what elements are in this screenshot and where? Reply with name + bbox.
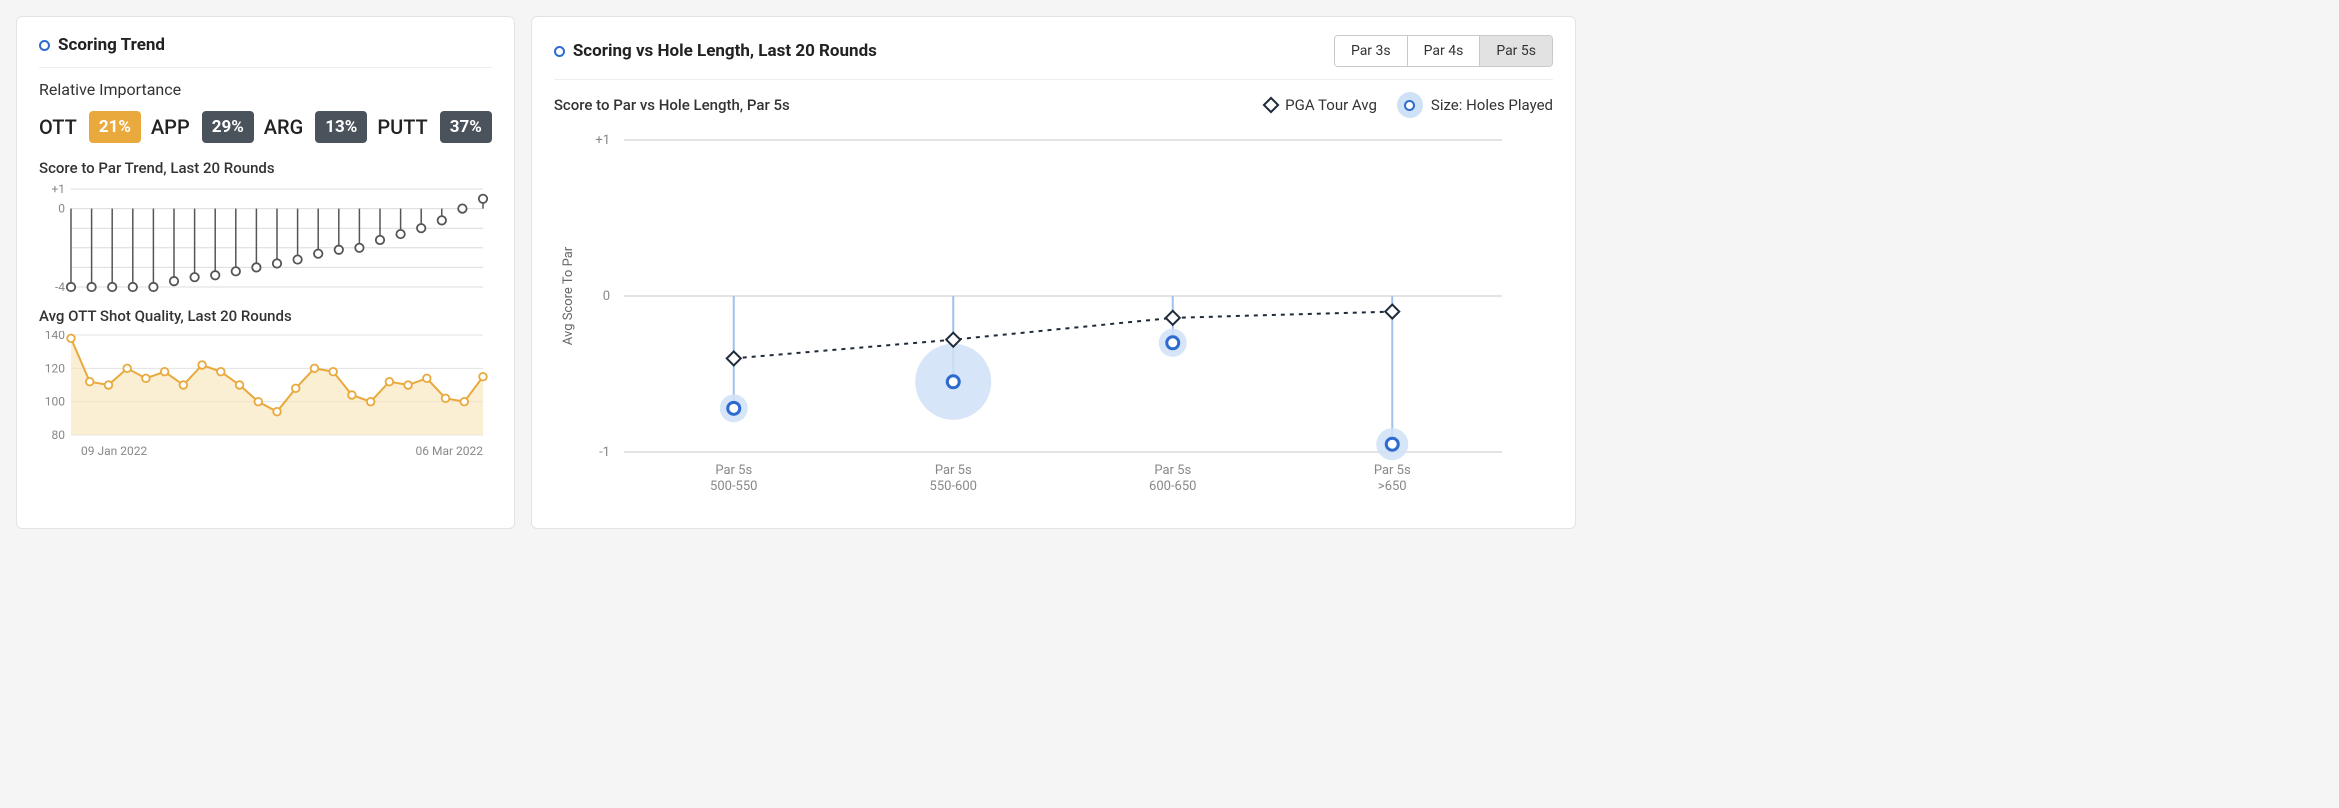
chart-subtitle: Score to Par vs Hole Length, Par 5s	[554, 96, 790, 114]
ott-trend-title: Avg OTT Shot Quality, Last 20 Rounds	[39, 307, 492, 325]
svg-text:140: 140	[45, 331, 65, 342]
svg-text:Par 5s: Par 5s	[1374, 463, 1411, 478]
svg-text:550-600: 550-600	[929, 479, 976, 494]
legend: PGA Tour Avg Size: Holes Played	[1265, 92, 1553, 118]
svg-text:06 Mar 2022: 06 Mar 2022	[416, 444, 484, 458]
title-text: Scoring Trend	[58, 35, 165, 55]
legend-pga-label: PGA Tour Avg	[1285, 96, 1377, 114]
svg-text:80: 80	[52, 428, 66, 442]
svg-text:09 Jan 2022: 09 Jan 2022	[81, 444, 147, 458]
svg-text:Avg Score To Par: Avg Score To Par	[561, 246, 576, 345]
tab-par-3s[interactable]: Par 3s	[1335, 36, 1407, 66]
tab-par-5s[interactable]: Par 5s	[1479, 36, 1552, 66]
importance-label: PUTT	[377, 115, 427, 139]
importance-label: ARG	[264, 115, 303, 139]
svg-text:0: 0	[58, 202, 65, 216]
legend-size-label: Size: Holes Played	[1431, 96, 1553, 114]
title-text: Scoring vs Hole Length, Last 20 Rounds	[573, 41, 877, 61]
bullet-icon	[39, 40, 50, 51]
svg-text:+1: +1	[595, 133, 610, 148]
tab-par-4s[interactable]: Par 4s	[1407, 36, 1480, 66]
diamond-icon	[1263, 97, 1280, 114]
svg-text:100: 100	[45, 395, 65, 409]
svg-text:120: 120	[45, 361, 65, 375]
right-subheader: Score to Par vs Hole Length, Par 5s PGA …	[554, 92, 1553, 118]
importance-badge: 21%	[89, 111, 141, 143]
importance-label: APP	[151, 115, 190, 139]
importance-badge: 13%	[315, 111, 367, 143]
svg-text:-1: -1	[599, 445, 610, 460]
legend-size: Size: Holes Played	[1397, 92, 1553, 118]
svg-text:Par 5s: Par 5s	[935, 463, 972, 478]
importance-label: OTT	[39, 115, 77, 139]
bullet-icon	[554, 46, 565, 57]
relative-importance-row: OTT 21% APP 29% ARG 13% PUTT 37%	[39, 111, 492, 143]
relative-importance-heading: Relative Importance	[39, 80, 492, 99]
par-tabs: Par 3sPar 4sPar 5s	[1334, 35, 1553, 67]
svg-text:500-550: 500-550	[710, 479, 757, 494]
importance-badge: 29%	[202, 111, 254, 143]
svg-text:Par 5s: Par 5s	[715, 463, 752, 478]
importance-badge: 37%	[440, 111, 492, 143]
score-trend-title: Score to Par Trend, Last 20 Rounds	[39, 159, 492, 177]
svg-text:-4: -4	[55, 280, 65, 293]
svg-text:Par 5s: Par 5s	[1154, 463, 1191, 478]
ott-trend-chart: 80 100 120 140 09 Jan 2022 06 Mar 2022	[39, 331, 491, 461]
svg-text:>650: >650	[1378, 479, 1407, 494]
svg-text:0: 0	[603, 289, 610, 304]
legend-pga: PGA Tour Avg	[1265, 96, 1377, 114]
bubble-icon	[1397, 92, 1423, 118]
scoring-vs-length-card: Scoring vs Hole Length, Last 20 Rounds P…	[531, 16, 1576, 529]
svg-text:600-650: 600-650	[1149, 479, 1196, 494]
scoring-trend-card: Scoring Trend Relative Importance OTT 21%…	[16, 16, 515, 529]
score-trend-chart: +1 0 -4	[39, 183, 491, 293]
card-header: Scoring Trend	[39, 35, 492, 68]
score-vs-length-chart: +10-1Avg Score To ParPar 5s500-550Par 5s…	[554, 126, 1514, 506]
svg-text:+1: +1	[51, 183, 65, 196]
card-header: Scoring vs Hole Length, Last 20 Rounds P…	[554, 35, 1553, 80]
card-title: Scoring vs Hole Length, Last 20 Rounds	[554, 41, 877, 61]
card-title: Scoring Trend	[39, 35, 165, 55]
